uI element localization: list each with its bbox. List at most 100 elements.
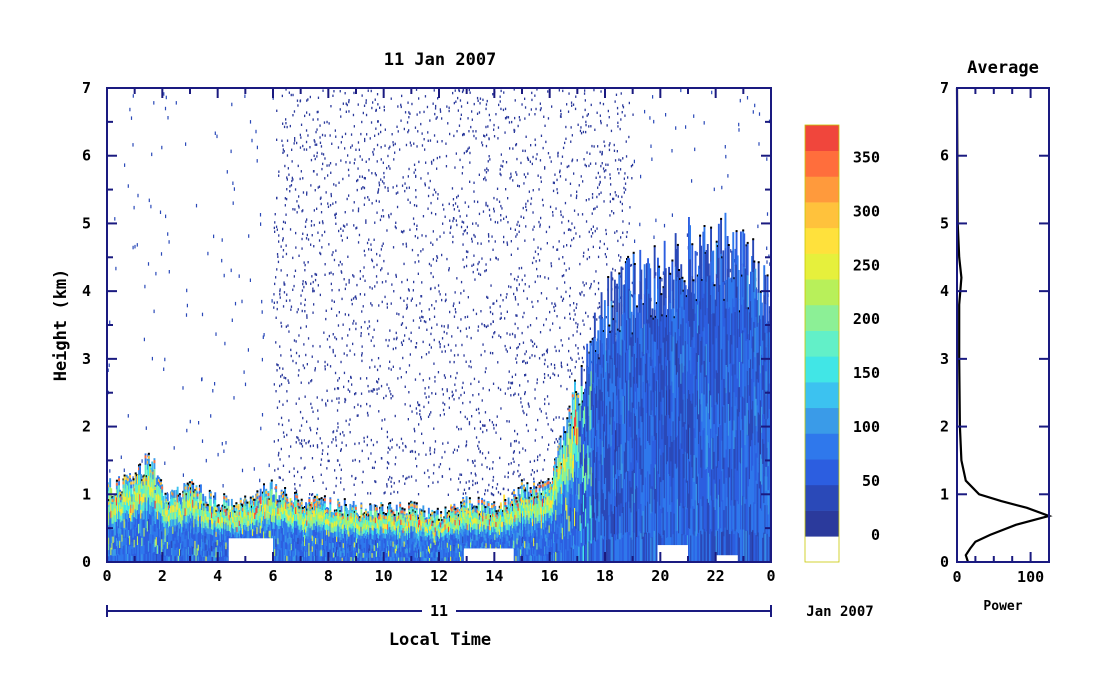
profile-y-tick: 4 (940, 282, 1049, 300)
main-chart-title: 11 Jan 2007 (384, 50, 497, 70)
x-tick-label: 18 (596, 567, 614, 585)
noise-speckles (107, 88, 771, 498)
colorbar-swatch (805, 382, 839, 409)
colorbar-tick-label: 250 (853, 256, 880, 274)
profile-y-tick: 2 (940, 418, 1049, 436)
colorbar-tick-label: 100 (853, 418, 880, 436)
x-tick: 12 (430, 88, 468, 585)
x-tick: 0 (766, 88, 776, 585)
height-time-heatmap (107, 88, 771, 562)
x-tick: 16 (541, 88, 579, 585)
y-tick-label: 1 (82, 485, 91, 503)
profile-y-tick: 3 (940, 350, 1049, 368)
profile-y-tick: 1 (940, 485, 1049, 503)
colorbar-swatch (805, 253, 839, 280)
heatmap-field (107, 88, 771, 562)
profile-x-tick: 0 (952, 88, 962, 586)
x-tick: 4 (213, 88, 247, 585)
y-tick: 1 (82, 459, 771, 503)
profile-y-tick-label: 3 (940, 350, 949, 368)
x-tick: 2 (158, 88, 191, 585)
x-tick-label: 16 (541, 567, 559, 585)
profile-axes: 0 1 2 3 4 5 6 7 0 100 (940, 79, 1049, 586)
x-tick: 0 (102, 88, 136, 585)
date-month-label: Jan 2007 (806, 604, 873, 620)
colorbar-tick-label: 150 (853, 364, 880, 382)
x-tick-label: 2 (158, 567, 167, 585)
profile-y-tick-label: 6 (940, 147, 949, 165)
colorbar-tick-label: 300 (853, 202, 880, 220)
x-tick-label: 0 (102, 567, 111, 585)
colorbar-swatch (805, 150, 839, 177)
colorbar-swatch (805, 330, 839, 357)
x-tick: 14 (485, 88, 523, 585)
profile-x-tick-label: 100 (1017, 568, 1044, 586)
x-tick: 22 (707, 88, 745, 585)
colorbar-swatch (805, 536, 839, 563)
colorbar-swatch (805, 176, 839, 203)
profile-y-tick: 7 (940, 79, 1049, 97)
profile-y-tick-label: 1 (940, 485, 949, 503)
x-tick-label: 6 (268, 567, 277, 585)
date-axis: 11 (106, 602, 772, 620)
profile-y-tick: 6 (940, 147, 1049, 165)
average-power-profile (955, 87, 1053, 563)
x-tick-label: 0 (766, 567, 775, 585)
colorbar-tick-label: 200 (853, 310, 880, 328)
colorbar-swatch (805, 484, 839, 511)
colorbar-tick-label: 50 (862, 472, 880, 490)
colorbar-swatch (805, 433, 839, 460)
colorbar-swatch (805, 356, 839, 383)
colorbar-swatch (805, 459, 839, 486)
colorbar-swatch (805, 125, 839, 152)
y-tick: 7 (82, 79, 771, 97)
x-tick: 18 (596, 88, 634, 585)
y-tick-label: 4 (82, 282, 91, 300)
y-tick-label: 5 (82, 214, 91, 232)
y-tick: 0 (82, 527, 771, 571)
colorbar-tick-label: 350 (853, 148, 880, 166)
x-tick: 8 (324, 88, 357, 585)
colorbar-swatch (805, 279, 839, 306)
y-tick-label: 3 (82, 350, 91, 368)
colorbar-swatch (805, 202, 839, 229)
x-tick: 20 (651, 88, 689, 585)
colorbar: 0 50 100 150 200 250 300 350 (804, 124, 880, 563)
profile-y-tick-label: 4 (940, 282, 949, 300)
date-day-label: 11 (430, 602, 448, 620)
profile-plot-frame (956, 87, 1050, 563)
colorbar-tick-label: 0 (871, 526, 880, 544)
profile-y-tick-label: 7 (940, 79, 949, 97)
y-tick-label: 6 (82, 147, 91, 165)
colorbar-swatch (805, 227, 839, 254)
y-tick: 2 (82, 391, 771, 436)
x-axis-label: Local Time (389, 630, 491, 650)
x-tick-label: 20 (651, 567, 669, 585)
y-tick: 4 (82, 256, 771, 300)
y-tick-label: 7 (82, 79, 91, 97)
x-tick-label: 14 (485, 567, 503, 585)
profile-y-tick-label: 0 (940, 553, 949, 571)
profile-y-tick-label: 2 (940, 418, 949, 436)
x-tick-label: 10 (375, 567, 393, 585)
y-tick: 3 (82, 324, 771, 368)
profile-title: Average (967, 58, 1039, 78)
x-tick: 10 (375, 88, 413, 585)
colorbar-swatch (805, 304, 839, 331)
profile-y-tick-label: 5 (940, 214, 949, 232)
y-axis-label: Height (km) (51, 269, 71, 382)
profile-x-label: Power (983, 599, 1022, 614)
profile-line (955, 87, 1053, 563)
echo-columns (107, 212, 771, 562)
x-tick-label: 22 (707, 567, 725, 585)
colorbar-swatch (805, 510, 839, 537)
y-tick: 6 (82, 120, 771, 165)
profile-y-tick: 5 (940, 214, 1049, 232)
y-tick: 5 (82, 188, 771, 232)
y-tick-label: 0 (82, 553, 91, 571)
x-tick-label: 4 (213, 567, 222, 585)
x-tick-label: 12 (430, 567, 448, 585)
profile-x-tick: 100 (1017, 88, 1044, 586)
